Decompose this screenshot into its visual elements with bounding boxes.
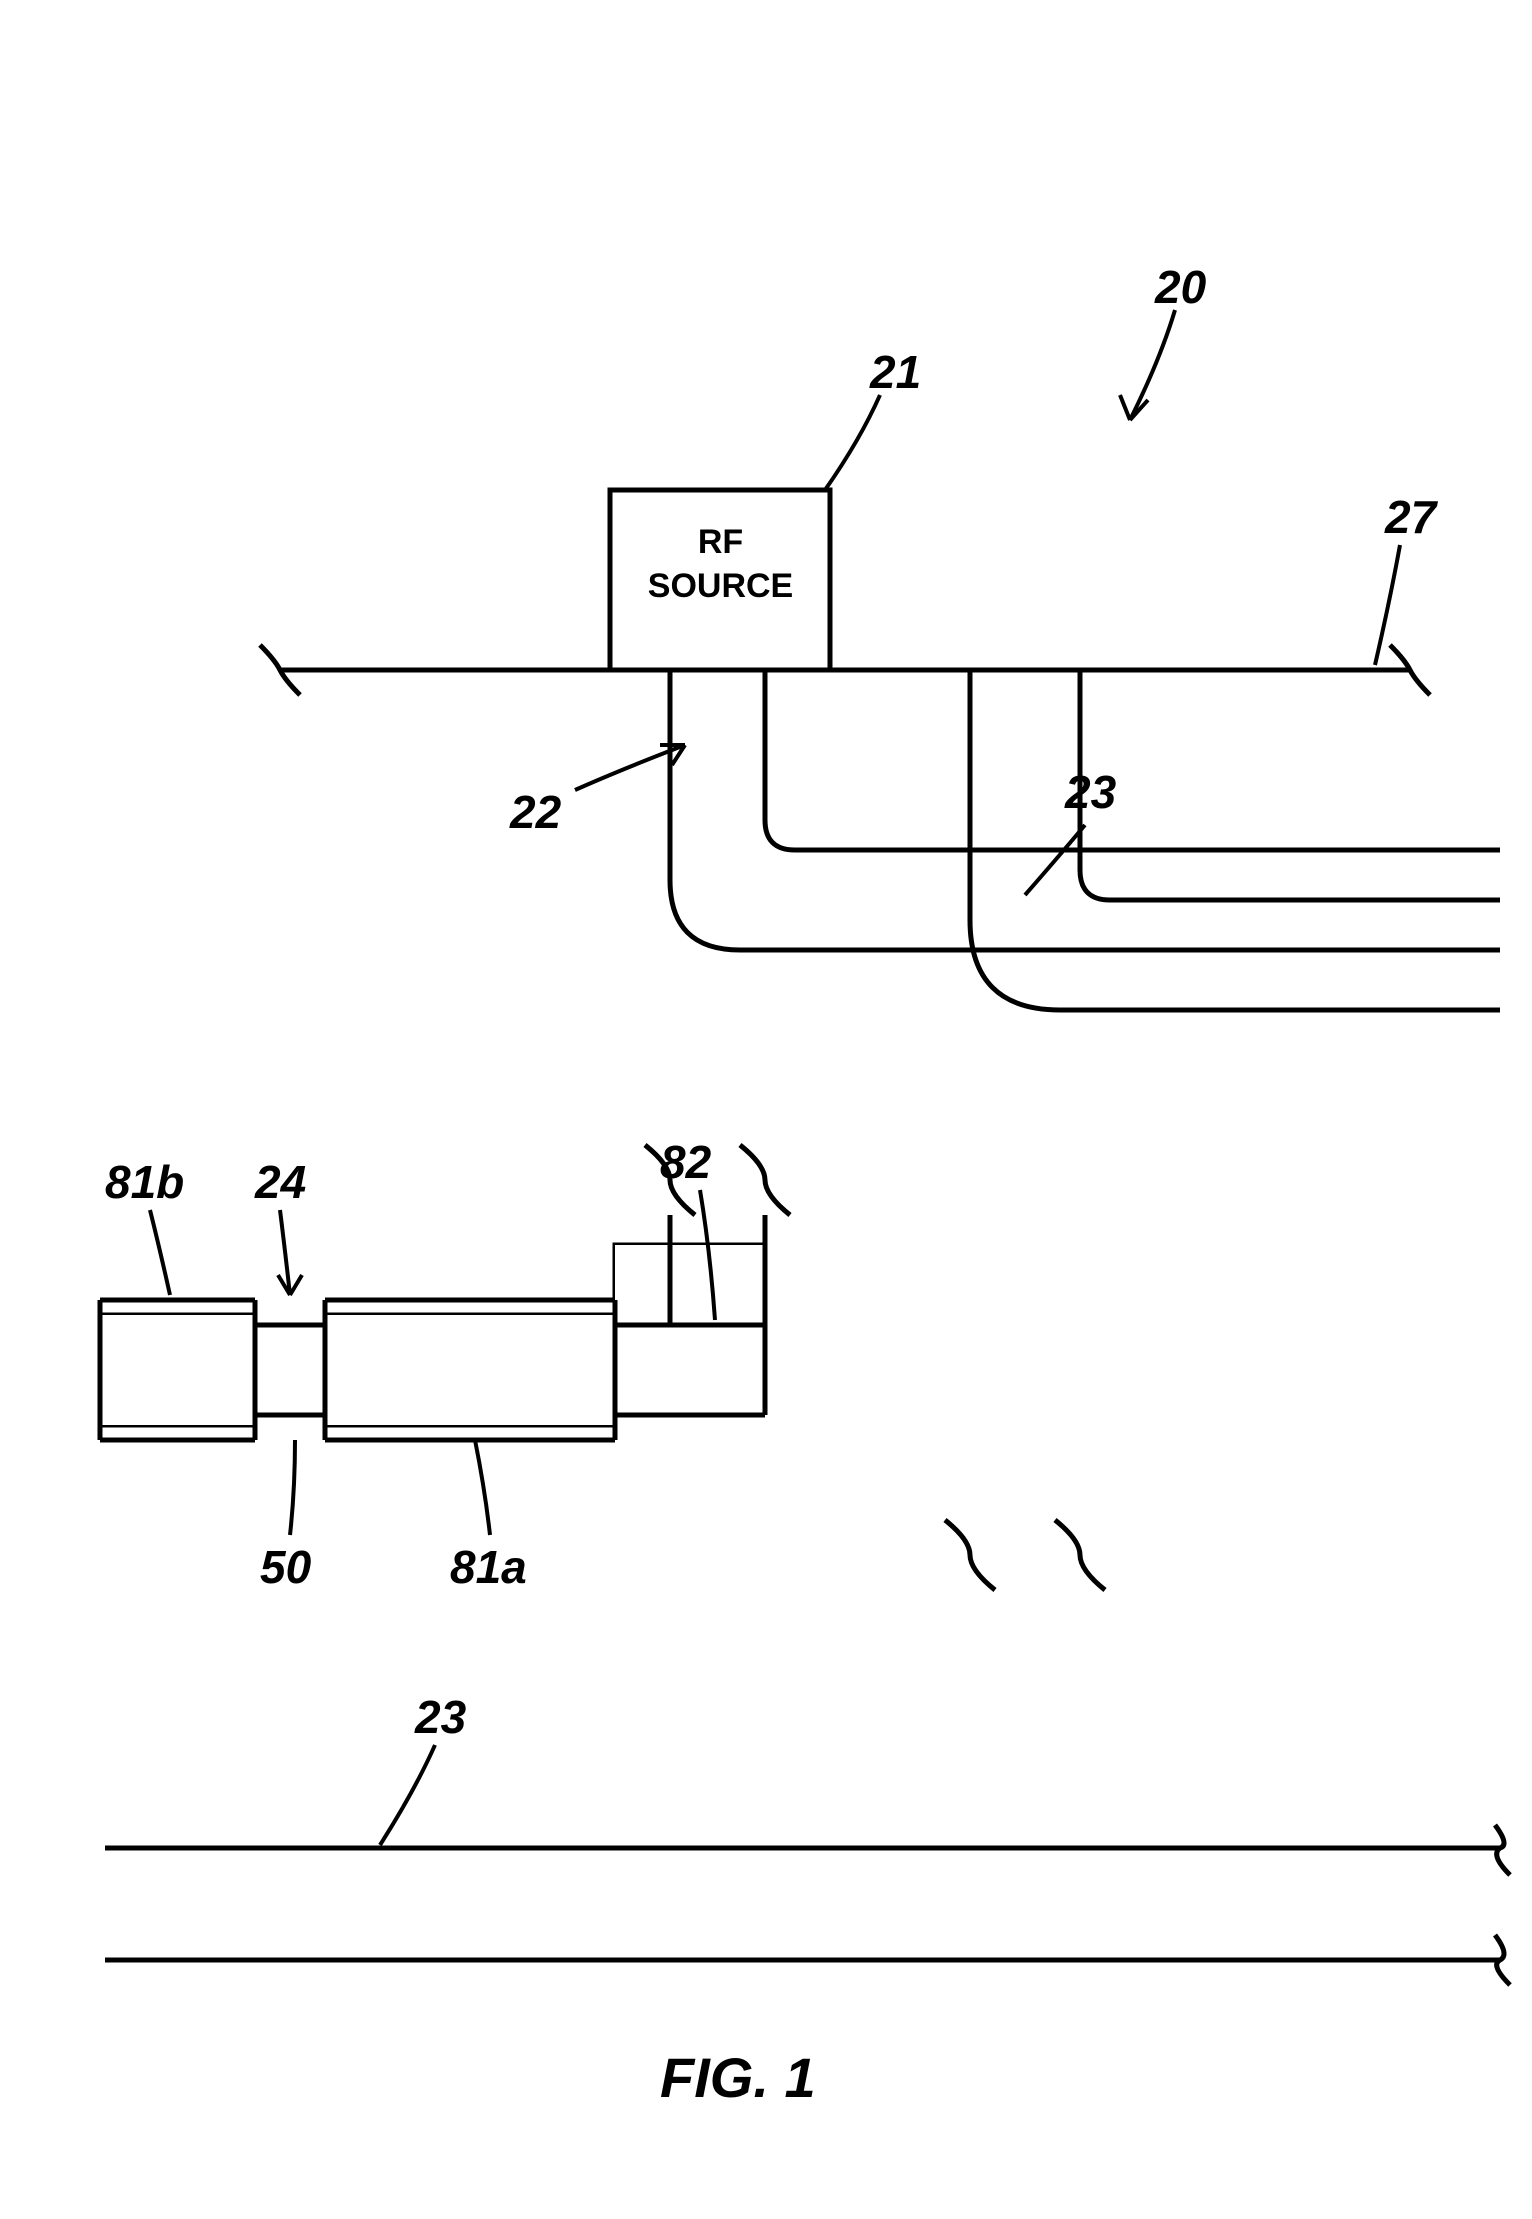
figure-caption: FIG. 1 bbox=[660, 2045, 816, 2110]
label-20: 20 bbox=[1155, 260, 1206, 314]
label-23-bottom: 23 bbox=[415, 1690, 466, 1744]
bottom-well-break-right-bottom bbox=[1495, 1935, 1510, 1985]
leader-81a bbox=[475, 1440, 490, 1535]
leader-20 bbox=[1130, 310, 1175, 420]
diagram-svg bbox=[0, 0, 1532, 2214]
label-82: 82 bbox=[660, 1135, 711, 1189]
leader-23top bbox=[1025, 825, 1085, 895]
outer-pipe-outer bbox=[970, 670, 1500, 1010]
pipe-break-3 bbox=[945, 1520, 995, 1590]
leader-27 bbox=[1375, 545, 1400, 665]
pipe-break-2 bbox=[740, 1145, 790, 1215]
rf-source-label: RF SOURCE bbox=[643, 520, 798, 608]
label-22: 22 bbox=[510, 785, 561, 839]
inner-pipe-22-inner bbox=[765, 670, 1500, 850]
pipe-break-4 bbox=[1055, 1520, 1105, 1590]
leader-81b bbox=[150, 1210, 170, 1295]
label-24: 24 bbox=[255, 1155, 306, 1209]
label-27: 27 bbox=[1385, 490, 1436, 544]
label-81a: 81a bbox=[450, 1540, 527, 1594]
leader-23bottom bbox=[380, 1745, 435, 1845]
label-23-top: 23 bbox=[1065, 765, 1116, 819]
patent-figure: RF SOURCE 20 21 22 23 23 24 27 50 81a 81… bbox=[0, 0, 1532, 2214]
outer-pipe-inner bbox=[1080, 670, 1500, 900]
leader-21 bbox=[825, 395, 880, 490]
bottom-well-break-right-top bbox=[1495, 1825, 1510, 1875]
label-21: 21 bbox=[870, 345, 921, 399]
label-81b: 81b bbox=[105, 1155, 184, 1209]
leader-50 bbox=[290, 1440, 295, 1535]
label-50: 50 bbox=[260, 1540, 311, 1594]
